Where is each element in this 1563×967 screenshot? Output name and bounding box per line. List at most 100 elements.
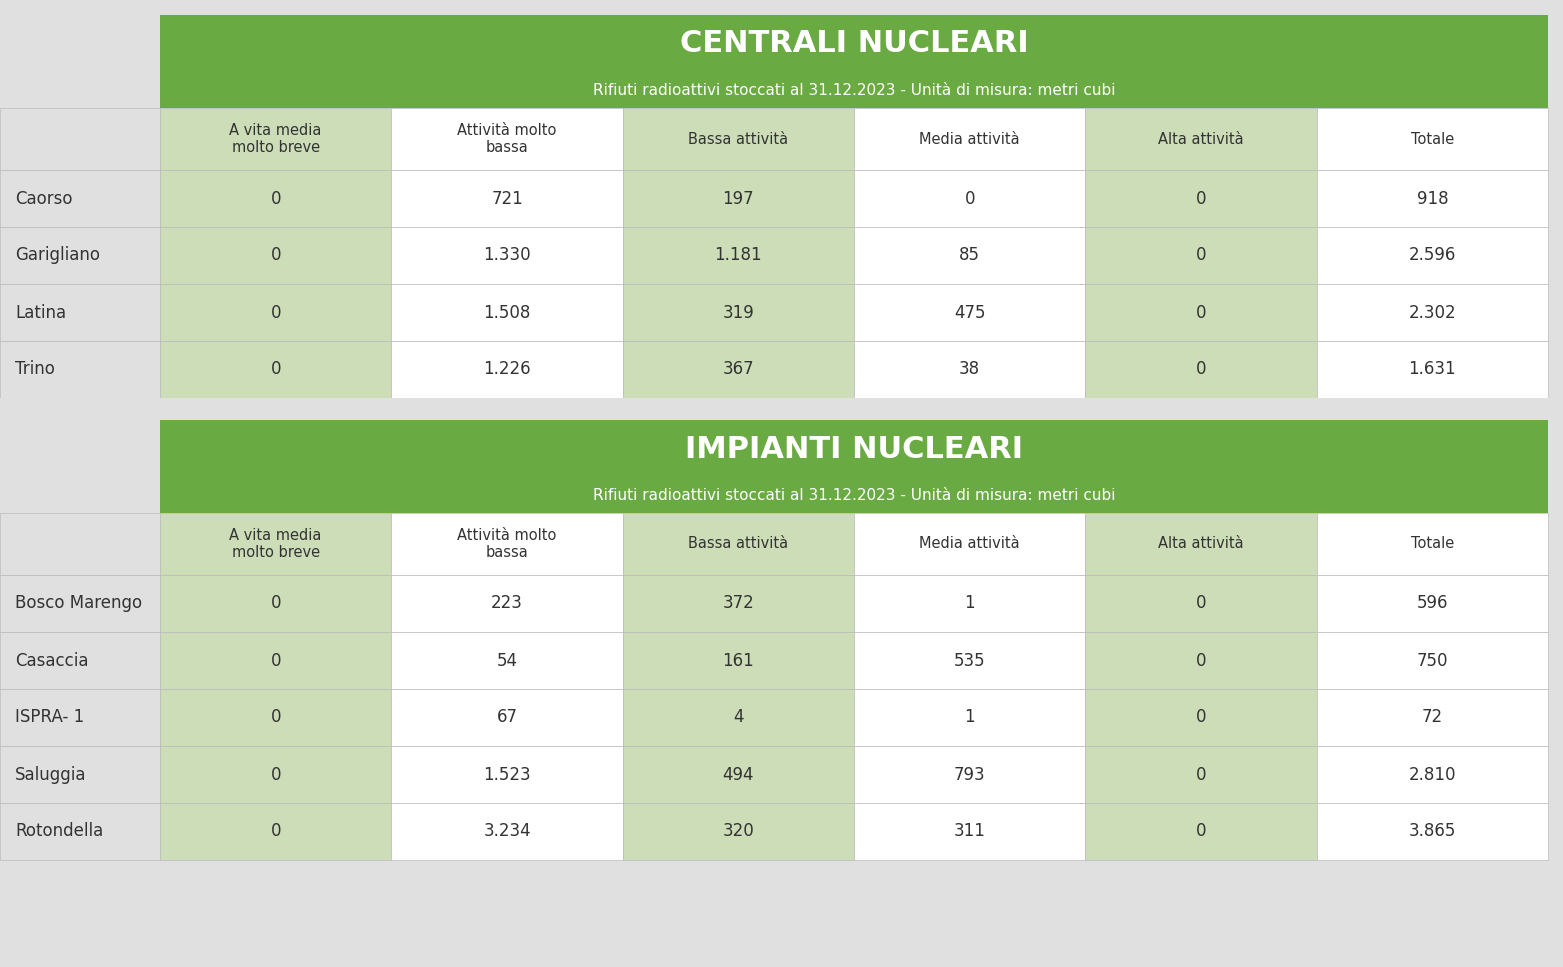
Bar [391,632,622,689]
Bar [853,575,1085,632]
Text: 320: 320 [722,823,755,840]
Text: 2.596: 2.596 [1408,247,1457,265]
Text: Rifiuti radioattivi stoccati al 31.12.2023 - Unità di misura: metri cubi: Rifiuti radioattivi stoccati al 31.12.20… [592,488,1116,503]
Text: Bassa attività: Bassa attività [688,537,788,551]
Bar [622,108,853,170]
Bar [1085,689,1316,746]
Bar [0,746,159,803]
Bar [622,513,853,575]
Text: 54: 54 [497,652,517,669]
Bar [391,803,622,860]
Bar [1085,632,1316,689]
Text: 535: 535 [953,652,986,669]
Text: 3.865: 3.865 [1408,823,1457,840]
Bar [622,284,853,341]
Bar [1316,746,1547,803]
Text: 0: 0 [270,766,281,783]
Bar [159,803,391,860]
Bar [1316,803,1547,860]
Bar [1085,284,1316,341]
Text: 721: 721 [491,190,524,208]
Bar [0,575,159,632]
Bar [853,284,1085,341]
Bar [622,575,853,632]
Text: 0: 0 [270,361,281,378]
Bar [622,170,853,227]
Bar [622,227,853,284]
Text: 72: 72 [1422,709,1443,726]
Text: CENTRALI NUCLEARI: CENTRALI NUCLEARI [680,30,1028,58]
Bar [622,803,853,860]
Bar [853,689,1085,746]
Bar [0,513,159,575]
Bar [391,575,622,632]
Text: 0: 0 [1196,247,1207,265]
Text: Alta attività: Alta attività [1158,132,1244,146]
Bar [159,227,391,284]
Text: 0: 0 [1196,361,1207,378]
Text: Media attività: Media attività [919,537,1021,551]
Text: 0: 0 [1196,304,1207,321]
Bar [159,15,1547,73]
Text: 367: 367 [722,361,753,378]
Bar [159,341,391,398]
Text: Alta attività: Alta attività [1158,537,1244,551]
Bar [1085,575,1316,632]
Bar [1316,170,1547,227]
Text: A vita media
molto breve: A vita media molto breve [230,123,322,155]
Bar [1316,575,1547,632]
Text: Bassa attività: Bassa attività [688,132,788,146]
Bar [1085,170,1316,227]
Text: 1.508: 1.508 [483,304,531,321]
Text: 1.181: 1.181 [714,247,763,265]
Bar [1316,108,1547,170]
Text: Caorso: Caorso [16,190,72,208]
Bar [0,860,1563,967]
Bar [159,478,1547,513]
Bar [159,108,391,170]
Text: 0: 0 [1196,823,1207,840]
Bar [159,689,391,746]
Text: Casaccia: Casaccia [16,652,89,669]
Bar [159,284,391,341]
Bar [0,227,159,284]
Text: 0: 0 [270,190,281,208]
Text: 2.810: 2.810 [1408,766,1457,783]
Text: 372: 372 [722,595,755,612]
Bar [391,513,622,575]
Bar [622,341,853,398]
Text: 38: 38 [960,361,980,378]
Bar [1085,341,1316,398]
Text: Saluggia: Saluggia [16,766,86,783]
Bar [853,803,1085,860]
Text: 596: 596 [1416,595,1447,612]
Text: 918: 918 [1416,190,1449,208]
Bar [391,170,622,227]
Text: 4: 4 [733,709,744,726]
Text: ISPRA- 1: ISPRA- 1 [16,709,84,726]
Text: Latina: Latina [16,304,66,321]
Bar [622,632,853,689]
Bar [622,689,853,746]
Bar [391,227,622,284]
Text: 0: 0 [270,709,281,726]
Text: 793: 793 [953,766,986,783]
Bar [1316,341,1547,398]
Text: 1.226: 1.226 [483,361,531,378]
Text: 0: 0 [1196,652,1207,669]
Text: 1.631: 1.631 [1408,361,1457,378]
Bar [1085,803,1316,860]
Text: 1.523: 1.523 [483,766,531,783]
Text: 0: 0 [1196,709,1207,726]
Bar [853,632,1085,689]
Text: 0: 0 [1196,595,1207,612]
Bar [1085,746,1316,803]
Text: 0: 0 [1196,766,1207,783]
Bar [622,746,853,803]
Text: 0: 0 [270,595,281,612]
Text: 0: 0 [270,823,281,840]
Bar [391,746,622,803]
Bar [391,341,622,398]
Text: Rifiuti radioattivi stoccati al 31.12.2023 - Unità di misura: metri cubi: Rifiuti radioattivi stoccati al 31.12.20… [592,83,1116,98]
Text: Rotondella: Rotondella [16,823,103,840]
